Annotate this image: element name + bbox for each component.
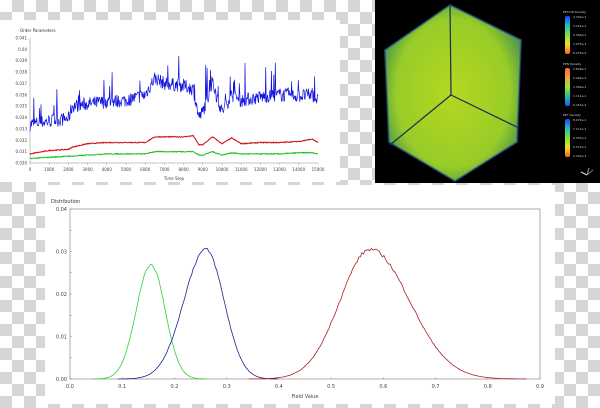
colorbar-title: PET Density bbox=[563, 113, 581, 117]
colorbar-title: PET/CB Density bbox=[563, 10, 587, 14]
colorbar-label: 5.572e-1 bbox=[573, 145, 587, 149]
x-tick-label: 15000 bbox=[312, 167, 325, 172]
colorbar-label: 6.347e-1 bbox=[573, 136, 587, 140]
colorbar-label: 2.402e-1 bbox=[573, 154, 587, 158]
colorbar bbox=[565, 119, 570, 157]
x-tick-label: 0.2 bbox=[170, 384, 178, 390]
y-tick-label: 0.00 bbox=[56, 377, 67, 383]
x-tick-label: 4000 bbox=[102, 167, 113, 172]
order-parameters-plot: Order Parameters 0.030 0.031 0.032 0.033 0.03… bbox=[16, 28, 325, 181]
cube-edge bbox=[450, 94, 520, 129]
x-tick-label: 0.7 bbox=[432, 384, 440, 390]
y-tick-label: 0.01 bbox=[56, 335, 67, 341]
y-tick-label: 0.041 bbox=[16, 36, 28, 41]
x-axis-label: Time Step bbox=[163, 176, 185, 181]
y-tick-label: 0.030 bbox=[16, 161, 28, 166]
colorbar-label: 2.902e-1 bbox=[573, 76, 587, 80]
y-tick-label: 0.038 bbox=[16, 70, 28, 75]
x-tick-label: 7000 bbox=[159, 167, 170, 172]
series-line-red bbox=[249, 247, 527, 380]
y-tick-label: 0.04 bbox=[56, 207, 67, 213]
colorbar-title: PEN Density bbox=[563, 62, 582, 66]
x-tick-label: 0.0 bbox=[66, 384, 74, 390]
cube-image bbox=[383, 3, 594, 183]
series-line-green bbox=[29, 150, 319, 160]
x-tick-label: 9000 bbox=[198, 167, 209, 172]
series-line-green bbox=[92, 263, 207, 380]
colorbar-label: 6.415e-2 bbox=[573, 103, 587, 107]
x-tick-label: 12000 bbox=[254, 167, 267, 172]
cube-edge bbox=[389, 94, 452, 146]
chart-title: Order Parameters bbox=[20, 28, 56, 33]
x-tick-label: 0.8 bbox=[484, 384, 492, 390]
x-axis-label: Field Value bbox=[292, 394, 319, 400]
axis-triad-icon bbox=[580, 167, 594, 176]
y-tick-label: 0.03 bbox=[56, 250, 67, 256]
series-line-blue bbox=[29, 55, 319, 132]
colorbar-label: 1.675e-1 bbox=[573, 42, 587, 46]
y-tick-label: 0.035 bbox=[16, 104, 28, 109]
y-tick-label: 0.032 bbox=[16, 138, 28, 143]
distribution-chart: Distribution 0.00 0.01 0.02 0.03 0.04 0.0 0.1 0.… bbox=[45, 185, 555, 404]
y-tick-label: 0.034 bbox=[16, 115, 28, 120]
y-tick-label: 0.02 bbox=[56, 292, 67, 298]
series-line-blue bbox=[117, 247, 278, 380]
y-tick-label: 0.031 bbox=[16, 149, 28, 154]
series-line-red bbox=[29, 134, 319, 156]
x-tick-label: 10000 bbox=[216, 167, 229, 172]
x-tick-label: 0.1 bbox=[118, 384, 126, 390]
colorbar-label: 8.072e-1 bbox=[573, 118, 587, 122]
x-tick-label: 0.6 bbox=[379, 384, 387, 390]
y-tick-label: 0.039 bbox=[16, 58, 28, 63]
x-tick-label: 1000 bbox=[44, 167, 55, 172]
chart-title: Distribution bbox=[51, 199, 80, 205]
x-tick-label: 0.4 bbox=[275, 384, 283, 390]
colorbar bbox=[565, 16, 570, 54]
colorbar-label: 2.560e-1 bbox=[573, 33, 587, 37]
colorbar-label: 1.560e-1 bbox=[573, 85, 587, 89]
x-tick-label: 0.9 bbox=[536, 384, 544, 390]
colorbar-label: 7.117e-1 bbox=[573, 127, 587, 131]
x-tick-label: 5000 bbox=[121, 167, 132, 172]
x-tick-label: 0.3 bbox=[223, 384, 231, 390]
x-tick-label: 3000 bbox=[83, 167, 94, 172]
colorbar-label: 1.111e-1 bbox=[573, 94, 587, 98]
order-parameters-chart: Order Parameters 0.030 0.031 0.032 0.033 0.03… bbox=[0, 20, 340, 182]
x-tick-label: 8000 bbox=[179, 167, 190, 172]
y-tick-label: 0.04 bbox=[18, 47, 27, 52]
distribution-plot: Distribution 0.00 0.01 0.02 0.03 0.04 0.0 0.1 0.… bbox=[51, 199, 544, 400]
cube-edge bbox=[449, 4, 452, 96]
density-cube-render: PET/CB Density 4.349e-1 3.252e-1 2.560e-1 1.… bbox=[375, 0, 600, 183]
colorbar-label: 3.828e-1 bbox=[573, 67, 587, 71]
x-tick-label: 11000 bbox=[235, 167, 248, 172]
colorbar bbox=[565, 68, 570, 106]
x-tick-label: 6000 bbox=[140, 167, 151, 172]
cube-shape bbox=[383, 3, 523, 183]
colorbar-label: 3.252e-1 bbox=[573, 24, 587, 28]
x-tick-label: 0 bbox=[29, 167, 32, 172]
x-tick-label: 0.5 bbox=[327, 384, 335, 390]
y-tick-label: 0.033 bbox=[16, 126, 28, 131]
colorbar-label: 8.075e-2 bbox=[573, 51, 587, 55]
x-tick-label: 13000 bbox=[273, 167, 286, 172]
y-tick-label: 0.037 bbox=[16, 81, 28, 86]
plot-frame bbox=[69, 208, 541, 380]
x-tick-label: 2000 bbox=[63, 167, 74, 172]
colorbar-label: 4.349e-1 bbox=[573, 15, 587, 19]
y-tick-label: 0.036 bbox=[16, 92, 28, 97]
x-tick-label: 14000 bbox=[292, 167, 305, 172]
